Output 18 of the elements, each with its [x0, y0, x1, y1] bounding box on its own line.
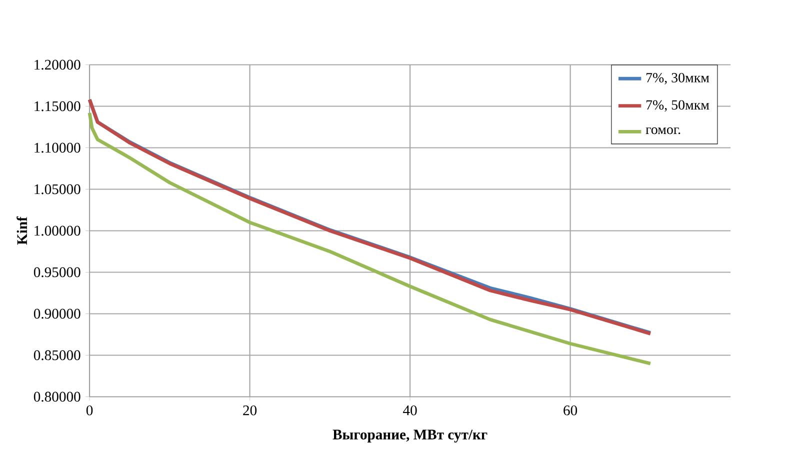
y-tick-label: 1.20000 [34, 60, 80, 70]
legend-label: гомог. [646, 127, 680, 134]
x-tick-label: 60 [564, 405, 578, 416]
y-tick-label: 1.00000 [34, 226, 80, 236]
x-tick-label: 40 [403, 405, 417, 416]
x-tick-label: 20 [243, 405, 257, 416]
y-axis-title: Kinf [16, 216, 27, 245]
y-tick-label: 0.95000 [34, 267, 80, 278]
y-tick-label: 1.15000 [34, 101, 80, 112]
legend-label: 7%, 30мкм [646, 72, 710, 84]
legend-label: 7%, 50мкм [646, 100, 710, 112]
y-tick-label: 1.05000 [34, 184, 80, 194]
x-axis-title: Выгорание, МВт сут/кг [332, 430, 488, 442]
y-tick-label: 1.10000 [34, 142, 80, 153]
y-tick-label: 0.85000 [34, 350, 80, 360]
y-tick-label: 0.80000 [34, 392, 80, 402]
y-tick-label: 0.90000 [34, 308, 80, 319]
x-tick-label: 0 [86, 405, 93, 416]
